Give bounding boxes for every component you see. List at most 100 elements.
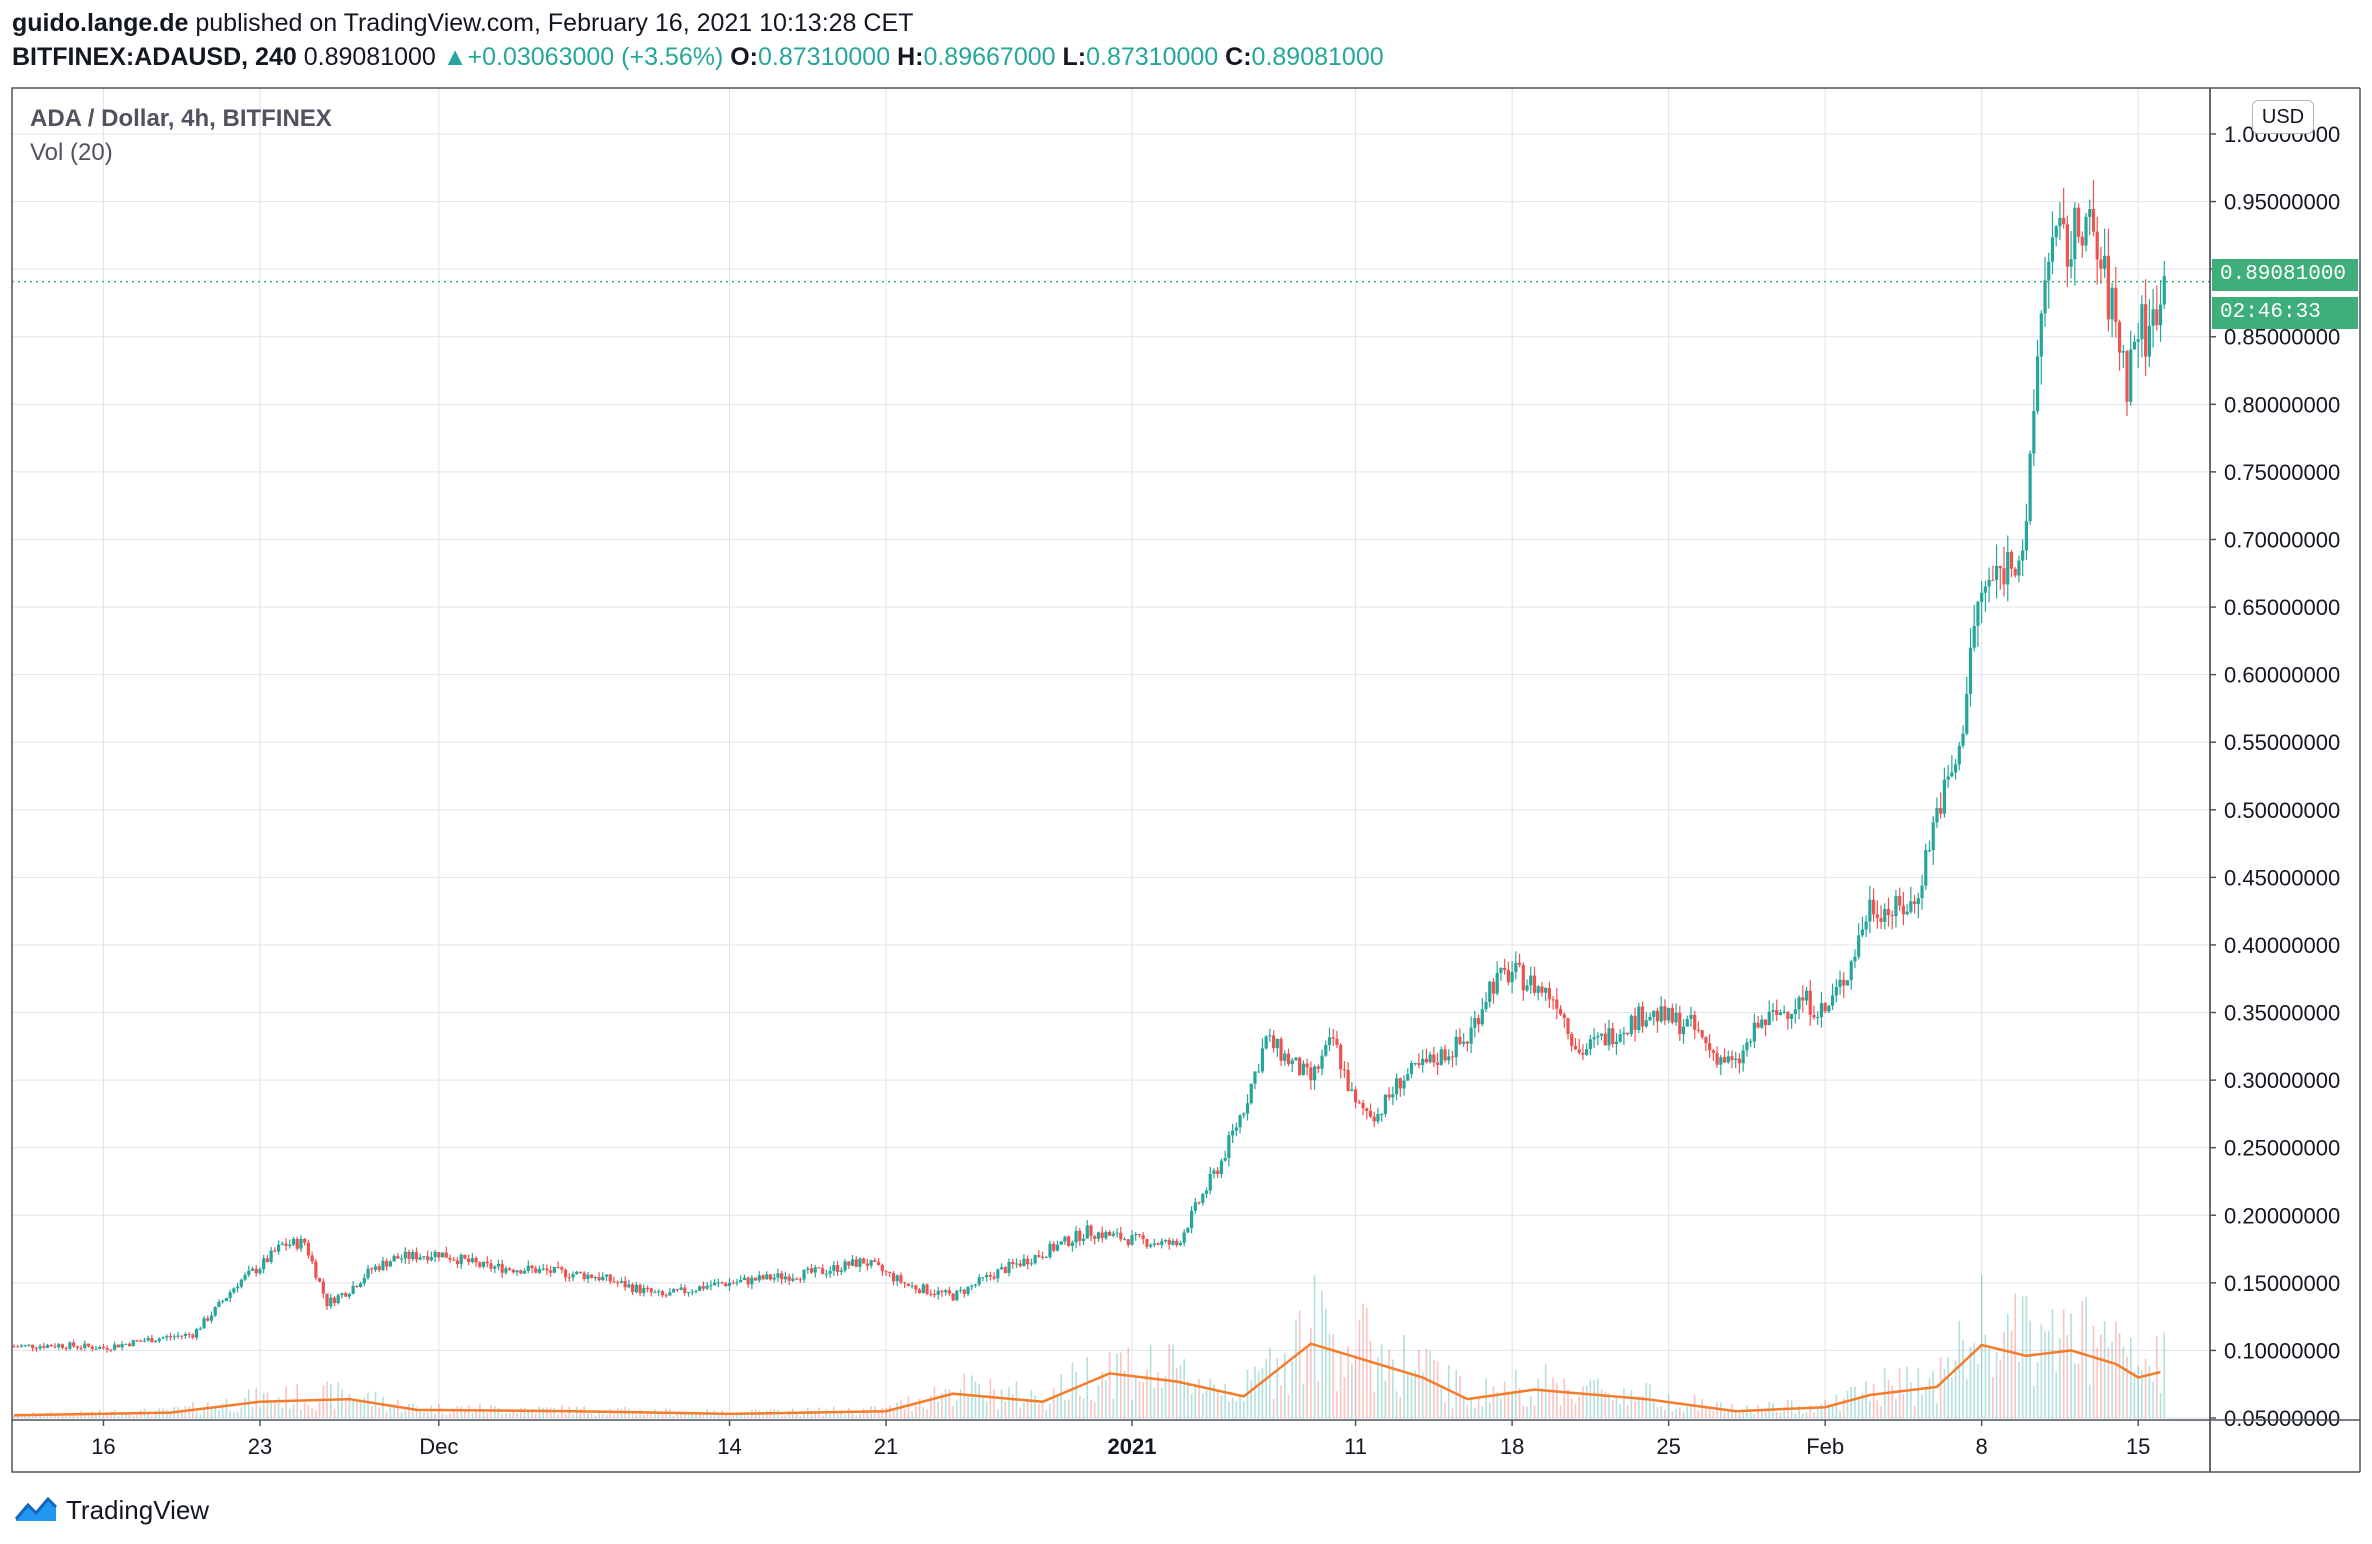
candle-body: [1771, 1009, 1775, 1012]
candle-body: [2084, 216, 2088, 246]
candle-body: [1704, 1037, 1708, 1044]
candle-body: [1473, 1018, 1477, 1028]
tradingview-brand[interactable]: TradingView: [66, 1494, 210, 1525]
candle-body: [396, 1255, 400, 1259]
candle-body: [1503, 967, 1507, 970]
candle-body: [243, 1275, 247, 1280]
candle-body: [1749, 1041, 1753, 1043]
candle-body: [1726, 1056, 1730, 1063]
candle-body: [839, 1270, 843, 1272]
candle-body: [355, 1285, 359, 1288]
candle-body: [884, 1271, 888, 1273]
candle-body: [1260, 1048, 1265, 1072]
candle-body: [198, 1328, 202, 1330]
x-tick-label: 23: [248, 1434, 272, 1459]
candle-body: [109, 1349, 113, 1351]
y-tick-label: 0.55000000: [2224, 730, 2340, 755]
candle-body: [1976, 601, 1980, 626]
plot-frame: [11, 87, 2211, 1473]
candle-body: [2058, 217, 2062, 227]
candle-body: [1525, 985, 1529, 991]
candle-body: [958, 1289, 963, 1291]
candle-body: [1782, 1011, 1786, 1013]
candle-body: [545, 1268, 549, 1271]
author[interactable]: guido.lange.de: [12, 9, 189, 37]
candle-body: [1510, 971, 1514, 983]
candle-body: [366, 1268, 370, 1279]
candle-body: [768, 1274, 773, 1280]
candle-body: [1708, 1043, 1712, 1051]
candle-body: [742, 1277, 747, 1281]
candle-body: [1003, 1267, 1007, 1274]
candle-body: [1637, 1006, 1641, 1030]
y-tick-label: 0.15000000: [2224, 1271, 2340, 1296]
candle-body: [1927, 850, 1932, 852]
candle-body: [1544, 988, 1548, 993]
candle-body: [161, 1337, 165, 1339]
low-value: 0.87310000: [1086, 43, 1219, 71]
volume-legend[interactable]: Vol (20): [30, 139, 113, 166]
candle-body: [1048, 1243, 1052, 1258]
candle-body: [560, 1267, 564, 1270]
candle-body: [627, 1284, 631, 1288]
x-tick-label: Feb: [1806, 1434, 1844, 1459]
change-value: +0.03063000 (+3.56%): [467, 43, 724, 71]
candle-body: [2028, 453, 2032, 522]
candle-body: [1763, 1019, 1768, 1026]
candle-body: [1391, 1094, 1395, 1098]
candle-body: [832, 1265, 836, 1271]
candle-body: [1421, 1058, 1425, 1066]
candle-body: [746, 1277, 750, 1285]
candle-body: [1022, 1258, 1026, 1267]
candle-body: [828, 1270, 832, 1274]
candle-body: [1320, 1055, 1324, 1069]
candle-body: [2151, 309, 2155, 326]
candle-body: [534, 1268, 538, 1273]
candle-body: [2155, 309, 2159, 326]
candle-body: [295, 1238, 299, 1249]
candle-body: [672, 1289, 676, 1293]
candle-body: [549, 1270, 553, 1273]
candle-body: [60, 1344, 65, 1348]
candle-body: [217, 1301, 221, 1307]
candle-body: [42, 1346, 46, 1348]
candle-body: [1857, 935, 1861, 957]
candle-body: [403, 1251, 407, 1259]
candle-body: [616, 1282, 620, 1284]
candle-body: [142, 1340, 147, 1342]
candle-body: [850, 1259, 855, 1266]
currency-badge[interactable]: USD: [2252, 100, 2314, 134]
candle-body: [1122, 1239, 1127, 1241]
candle-body: [809, 1268, 814, 1273]
candle-body: [1432, 1054, 1436, 1063]
candle-body: [772, 1277, 776, 1280]
candle-body: [381, 1260, 385, 1271]
candle-body: [966, 1286, 970, 1294]
candle-body: [996, 1269, 1000, 1279]
candle-body: [1264, 1036, 1268, 1049]
tradingview-logo-icon[interactable]: [14, 1495, 58, 1525]
candle-body: [1715, 1052, 1719, 1065]
candle-body: [1722, 1057, 1727, 1063]
candle-body: [1920, 885, 1924, 899]
candle-body: [977, 1277, 981, 1285]
candle-body: [526, 1265, 530, 1271]
candle-body: [168, 1336, 173, 1338]
candle-body: [1916, 898, 1920, 904]
candle-body: [1819, 1003, 1824, 1017]
candle-body: [463, 1254, 467, 1259]
candle-body: [1152, 1243, 1156, 1245]
candle-body: [1350, 1089, 1354, 1091]
candle-body: [358, 1283, 363, 1288]
candle-body: [1327, 1037, 1332, 1045]
candle-body: [1074, 1230, 1078, 1243]
candle-body: [176, 1335, 180, 1337]
candle-body: [1700, 1030, 1704, 1038]
candle-body: [761, 1275, 765, 1280]
candle-body: [1272, 1035, 1276, 1049]
candle-body: [504, 1268, 508, 1273]
x-tick-label: 2021: [1108, 1434, 1157, 1459]
candle-body: [191, 1334, 195, 1338]
candle-body: [388, 1261, 392, 1267]
